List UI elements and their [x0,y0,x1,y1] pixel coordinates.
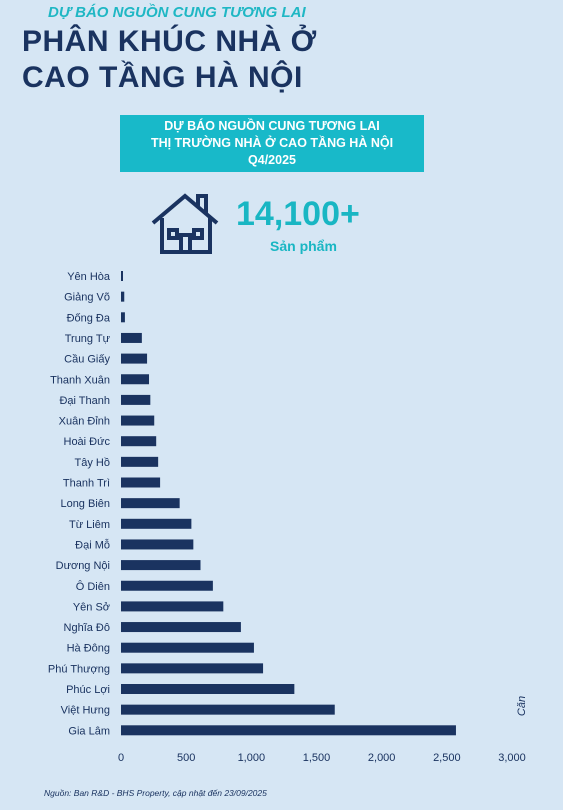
bar [121,415,155,426]
bar [121,477,161,488]
category-label: Đại Thanh [59,395,110,407]
bar [121,725,456,736]
header-subtitle: DỰ BÁO NGUỒN CUNG TƯƠNG LAI [48,4,306,21]
category-label: Yên Sở [73,601,110,613]
bar [121,580,213,591]
category-label: Trung Tự [65,333,111,345]
bar [121,684,295,694]
title-line-1: PHÂN KHÚC NHÀ Ở [22,25,317,58]
category-label: Hoài Đức [64,436,111,448]
category-label: Thanh Trì [63,478,110,490]
category-label: Ô Diên [76,580,110,593]
source-note: Nguồn: Ban R&D - BHS Property, cập nhật … [44,788,267,798]
category-label: Từ Liêm [69,519,110,531]
bar [121,436,157,447]
bar [121,560,201,571]
banner-line-1: DỰ BÁO NGUỒN CUNG TƯƠNG LAI [164,119,380,133]
category-label: Long Biên [60,498,110,510]
x-tick-label: 1,000 [238,752,266,764]
bar [121,353,148,364]
bar [121,622,241,633]
category-label: Đại Mỗ [75,538,110,551]
page-title: PHÂN KHÚC NHÀ Ở CAO TẦNG HÀ NỘI [22,24,317,96]
category-label: Giảng Võ [64,292,110,304]
x-tick-label: 0 [118,752,124,764]
x-tick-label: 2,500 [433,752,461,764]
x-tick-label: 2,000 [368,752,396,764]
category-label: Gia Lâm [68,725,110,737]
bar [121,498,180,509]
bar [121,601,224,612]
title-line-2: CAO TẦNG HÀ NỘI [22,61,303,94]
x-tick-label: 500 [177,752,195,764]
category-label: Xuân Đỉnh [59,416,110,428]
bar [121,663,264,674]
bar [121,704,335,715]
category-label: Dương Nội [56,560,110,572]
category-label: Việt Hưng [61,705,110,717]
bar [121,291,125,302]
category-label: Phú Thượng [48,663,110,675]
banner-line-2: THỊ TRƯỜNG NHÀ Ở CAO TẦNG HÀ NỘI [150,136,394,150]
category-label: Tây Hồ [75,457,110,469]
category-label: Nghĩa Đô [64,622,110,634]
supply-bar-chart: Yên Hòa Giảng Võ Đống Đa Trung Tự Cầu Giấy Th… [48,271,528,764]
supply-total-unit: Sản phẩm [270,238,337,254]
bar [121,332,142,343]
category-label: Yên Hòa [67,271,111,283]
supply-total-value: 14,100+ [236,195,360,233]
forecast-banner: DỰ BÁO NGUỒN CUNG TƯƠNG LAI THỊ TRƯỜNG N… [120,115,424,172]
category-label: Đống Đa [67,312,111,324]
bar [121,642,254,653]
category-label: Hà Đông [67,643,110,655]
bar [121,539,194,550]
bar [121,518,192,529]
bar [121,271,123,281]
x-axis-ticks: 0 500 1,000 1,500 2,000 2,500 3,000 [118,752,526,764]
x-tick-label: 1,500 [303,752,331,764]
category-label: Phúc Lợi [66,684,110,696]
category-label: Cầu Giấy [64,354,110,366]
category-label: Thanh Xuân [50,374,110,386]
house-icon [151,193,219,254]
x-tick-label: 3,000 [498,752,526,764]
category-labels: Yên Hòa Giảng Võ Đống Đa Trung Tự Cầu Giấy Th… [48,271,111,737]
bars [121,271,456,736]
bar [121,394,151,405]
bar [121,374,150,385]
bar [121,456,159,467]
y-axis-label: Căn [516,696,528,716]
banner-line-3: Q4/2025 [248,153,296,167]
bar [121,312,125,323]
